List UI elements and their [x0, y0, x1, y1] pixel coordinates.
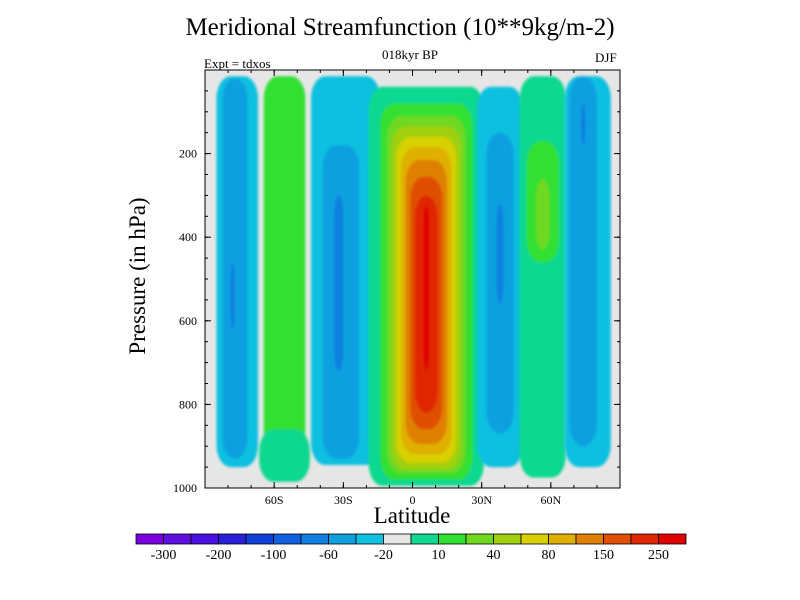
colorbar-label: 250 — [648, 548, 669, 563]
colorbar-swatch — [465, 533, 494, 545]
sh-mid-positive-level-1 — [259, 429, 310, 482]
chart-subtitle: 018kyr BP — [382, 47, 438, 62]
colorbar-swatch — [438, 533, 467, 545]
colorbar-swatch — [630, 533, 659, 545]
nh-polar-cell — [564, 76, 611, 468]
x-tick-label: 60S — [265, 493, 284, 507]
colorbar-swatch — [135, 533, 164, 545]
sh-polar-cell-level-1 — [222, 78, 248, 459]
colorbar-swatch — [520, 533, 549, 545]
chart-title: Meridional Streamfunction (10**9kg/m-2) — [185, 14, 615, 41]
colorbar-swatch — [190, 533, 219, 545]
colorbar: -300 -200 -100 -60 -20 10 40 80 150 250 — [135, 533, 687, 563]
nh-ferrel-cell-level-2 — [496, 203, 504, 305]
hadley-cell — [368, 86, 484, 486]
nh-ferrel-cell — [477, 86, 524, 468]
colorbar-label: 150 — [593, 548, 614, 563]
hadley-cell-level-9 — [423, 203, 430, 371]
colorbar-swatch — [300, 533, 329, 545]
colorbar-swatch — [328, 533, 357, 545]
colorbar-swatch — [245, 533, 274, 545]
colorbar-label: 10 — [432, 548, 446, 563]
colorbar-label: -60 — [319, 548, 338, 563]
x-tick-label: 60N — [540, 493, 561, 507]
nh-polar-cell-level-1 — [569, 76, 597, 447]
colorbar-swatch — [273, 533, 302, 545]
colorbar-swatch — [355, 533, 384, 545]
sh-ferrel-cell-level-2 — [334, 195, 344, 371]
colorbar-label: -300 — [151, 548, 177, 563]
colorbar-swatch — [548, 533, 577, 545]
colorbar-swatch — [410, 533, 439, 545]
x-tick-label: 0 — [410, 493, 416, 507]
colorbar-swatch — [575, 533, 604, 545]
y-tick-label: 400 — [179, 230, 197, 244]
colorbar-swatch — [163, 533, 192, 545]
nh-mid-positive — [519, 76, 566, 478]
colorbar-label: -200 — [206, 548, 232, 563]
sh-polar-cell-level-2 — [230, 262, 235, 330]
x-tick-label: 30N — [471, 493, 492, 507]
colorbar-swatch — [493, 533, 522, 545]
sh-mid-positive-level-0 — [263, 76, 306, 474]
sh-polar-cell — [216, 76, 259, 468]
colorbar-swatch — [218, 533, 247, 545]
y-tick-label: 800 — [179, 397, 197, 411]
colorbar-swatch — [603, 533, 632, 545]
x-tick-label: 30S — [334, 493, 353, 507]
colorbar-label: -20 — [374, 548, 393, 563]
colorbar-label: 80 — [542, 548, 556, 563]
nh-mid-positive-level-0 — [519, 76, 566, 478]
sh-ferrel-cell — [311, 76, 381, 466]
contour-fill-layer — [216, 76, 611, 486]
nh-polar-cell-level-2 — [580, 103, 586, 146]
colorbar-label: 40 — [487, 548, 501, 563]
x-axis-label: Latitude — [373, 503, 451, 528]
axis-ticks: 60S 30S 0 30N 60N 200 400 600 800 1000 — [173, 70, 621, 507]
colorbar-swatch — [658, 533, 687, 545]
colorbar-swatch — [383, 533, 412, 545]
sh-mid-positive — [259, 76, 310, 482]
experiment-label: Expt = tdxos — [204, 56, 271, 71]
colorbar-label: -100 — [261, 548, 287, 563]
y-tick-label: 1000 — [173, 481, 197, 495]
nh-mid-positive-level-2 — [535, 178, 550, 250]
y-tick-label: 200 — [179, 147, 197, 161]
y-tick-label: 600 — [179, 314, 197, 328]
season-label: DJF — [595, 50, 617, 65]
